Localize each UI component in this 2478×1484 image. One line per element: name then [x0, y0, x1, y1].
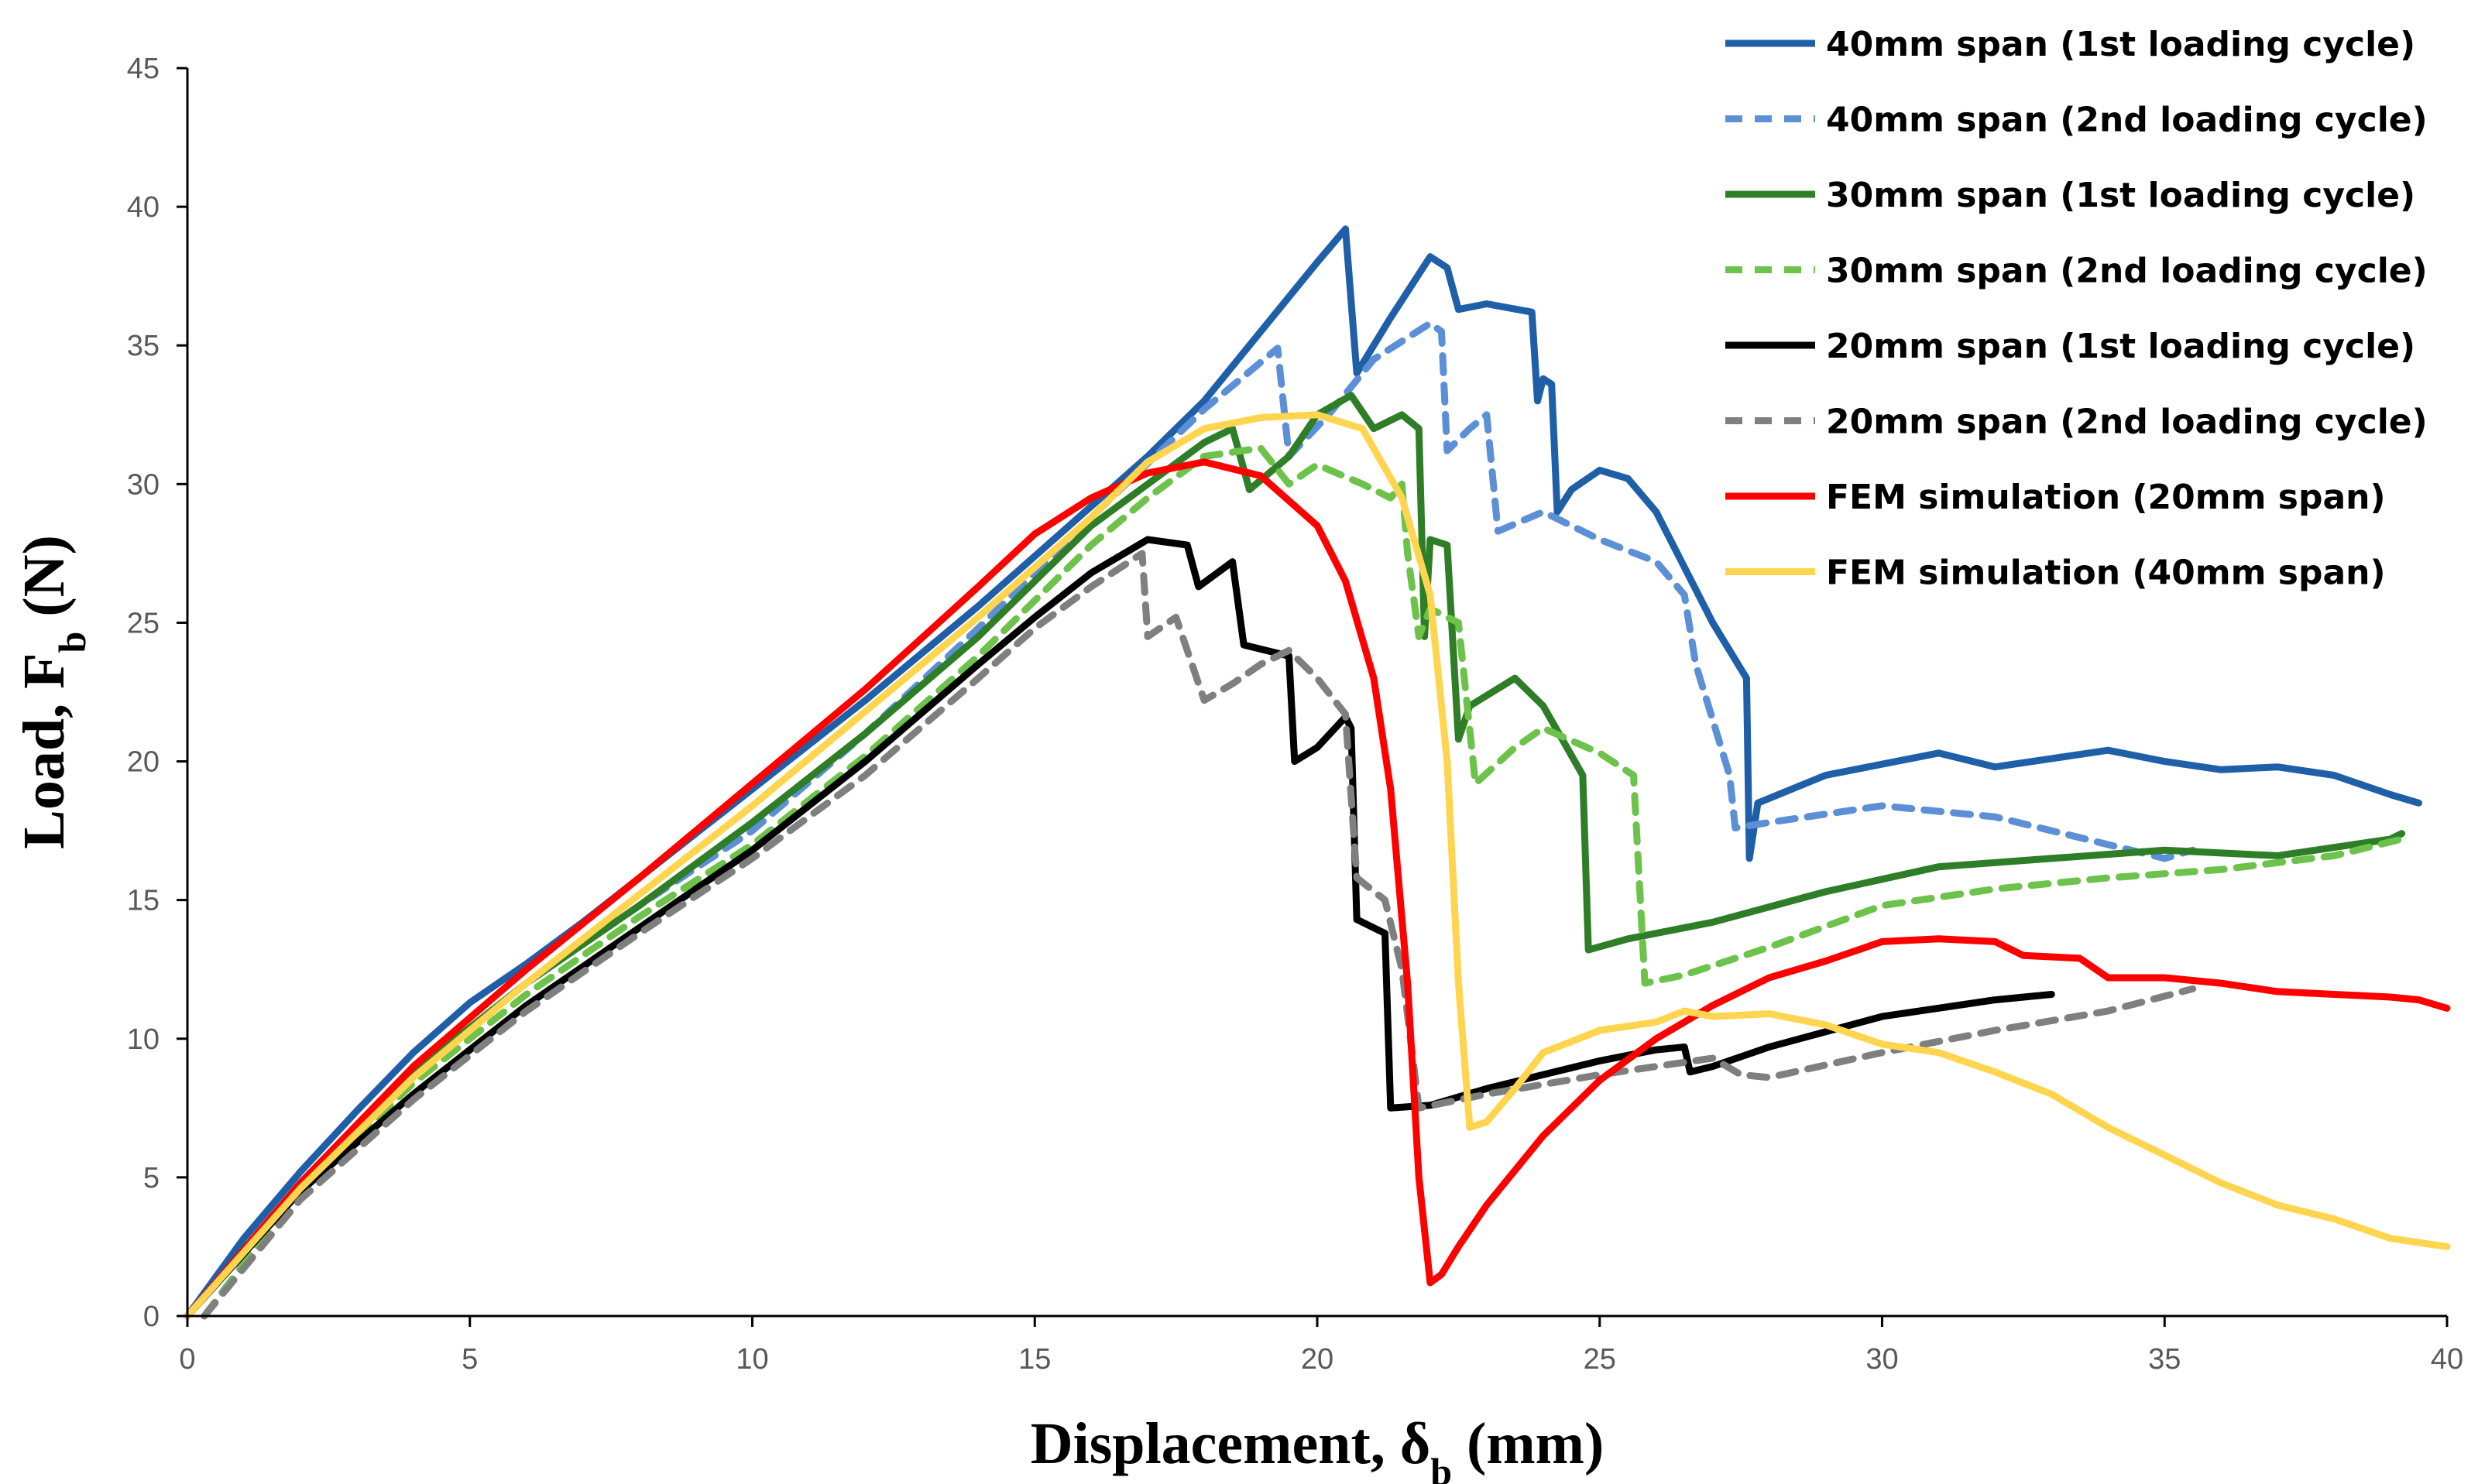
x-tick-label: 5	[462, 1343, 478, 1376]
legend-label-5: 20mm span (1st loading cycle)	[1826, 327, 2415, 366]
x-tick-label: 40	[2431, 1343, 2463, 1376]
x-axis-title-tail: (mm)	[1452, 1411, 1604, 1476]
legend-label-2: 40mm span (2nd loading cycle)	[1826, 101, 2428, 140]
x-tick-label: 25	[1584, 1343, 1616, 1376]
y-tick-label: 40	[127, 191, 160, 224]
x-axis-title-main: Displacement, δ	[1031, 1411, 1431, 1476]
x-tick-label: 20	[1301, 1343, 1333, 1376]
legend-label-7: FEM simulation (20mm span)	[1826, 478, 2386, 517]
legend-label-3: 30mm span (1st loading cycle)	[1826, 176, 2415, 215]
y-axis-title: Load, Fb (N)	[12, 535, 94, 849]
series-line-2	[201, 320, 2197, 1320]
legend-label-4: 30mm span (2nd loading cycle)	[1826, 252, 2428, 291]
series-line-8	[184, 411, 2451, 1320]
y-tick-label: 15	[127, 885, 160, 917]
legend-label-1: 40mm span (1st loading cycle)	[1826, 25, 2415, 64]
y-axis-title-main: Load, F	[12, 653, 77, 848]
x-tick-label: 0	[179, 1343, 195, 1376]
x-axis-title-sub: b	[1430, 1450, 1452, 1484]
y-tick-label: 0	[143, 1301, 160, 1333]
y-tick-label: 45	[127, 53, 160, 85]
series-line-3	[184, 392, 2406, 1320]
y-tick-label: 25	[127, 607, 160, 639]
x-tick-label: 35	[2148, 1343, 2181, 1376]
legend-label-8: FEM simulation (40mm span)	[1826, 554, 2386, 593]
x-tick-label: 30	[1865, 1343, 1898, 1376]
series-line-5	[184, 536, 2055, 1320]
legend-label-6: 20mm span (2nd loading cycle)	[1826, 403, 2428, 442]
legend: 40mm span (1st loading cycle) 40mm span (…	[1725, 25, 2428, 593]
y-tick-label: 30	[127, 468, 160, 501]
x-ticks: 0 5 10 15 20 25 30 35 40	[179, 1316, 2463, 1376]
x-axis-title: Displacement, δb (mm)	[1031, 1411, 1605, 1484]
series-line-6	[201, 550, 2197, 1320]
series-layer	[184, 225, 2451, 1320]
y-tick-label: 20	[127, 746, 160, 779]
series-line-7	[184, 458, 2451, 1320]
x-tick-label: 10	[736, 1343, 768, 1376]
y-tick-label: 35	[127, 330, 160, 362]
y-tick-label: 10	[127, 1023, 160, 1056]
y-tick-label: 5	[143, 1162, 160, 1194]
x-tick-label: 15	[1018, 1343, 1051, 1376]
series-line-1	[184, 225, 2422, 1320]
series-line-4	[201, 444, 2406, 1320]
y-axis-title-tail: (N)	[12, 535, 77, 632]
y-ticks: 0 5 10 15 20 25 30 35 40 45	[127, 53, 187, 1333]
y-axis-title-sub: b	[50, 632, 94, 653]
